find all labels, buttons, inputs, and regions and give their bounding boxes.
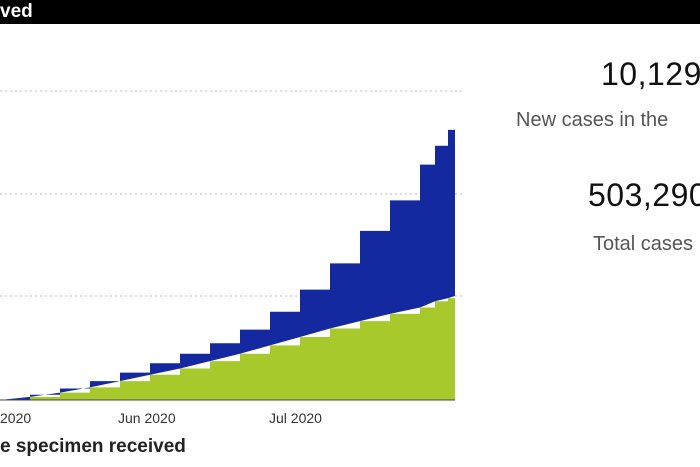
x-tick-label: Jun 2020 (118, 410, 176, 426)
page-title: ved (0, 1, 33, 22)
series-area-blue (0, 124, 455, 400)
series-area-green (0, 295, 455, 400)
cases-chart: 2020 Jun 2020 Jul 2020 (0, 24, 470, 444)
kpi-total-cases-value: 503,290 (588, 177, 700, 213)
x-tick-label: Jul 2020 (269, 410, 322, 426)
header-bar: ved (0, 0, 700, 24)
x-axis-caption: e specimen received (0, 436, 186, 457)
kpi-new-cases-label: New cases in the (516, 109, 669, 131)
kpi-new-cases-value: 10,129 (601, 56, 700, 92)
chart-svg: 2020 Jun 2020 Jul 2020 (0, 90, 462, 426)
x-tick-label: 2020 (0, 410, 31, 426)
kpi-total-cases-label: Total cases (593, 233, 694, 255)
